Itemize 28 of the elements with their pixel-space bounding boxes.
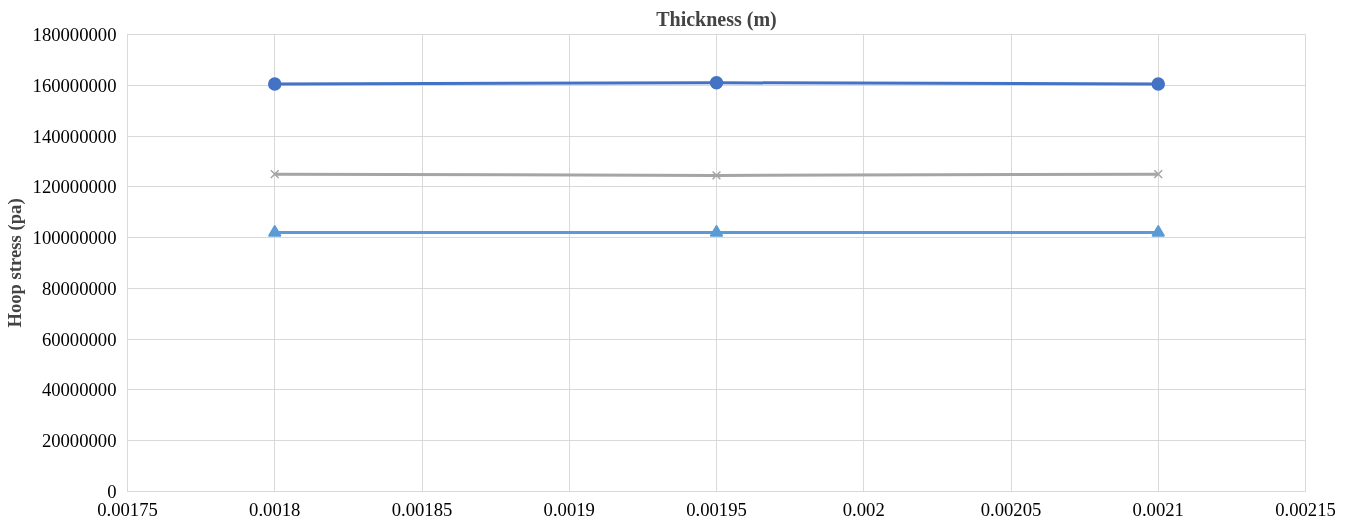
point (268, 224, 282, 237)
x-tick-label: 0.002 (842, 498, 885, 520)
point (1151, 224, 1165, 237)
y-tick-label: 40000000 (41, 379, 117, 401)
point (709, 224, 724, 237)
point (709, 76, 724, 90)
y-tick-label: 60000000 (41, 328, 117, 350)
x-tick-label: 0.00215 (1275, 498, 1336, 520)
point (268, 77, 282, 91)
point (711, 170, 722, 181)
y-tick-label: 160000000 (32, 74, 117, 96)
y-tick-label: 100000000 (32, 227, 117, 249)
x-tick-label: 0.0021 (1132, 498, 1184, 520)
y-tick-label: 20000000 (41, 430, 117, 452)
y-axis-title: Hoop stress (pa) (3, 198, 26, 328)
chart-title: Thickness (m) (656, 7, 777, 31)
x-tick-label: 0.00205 (980, 498, 1042, 520)
y-tick-label: 80000000 (41, 277, 117, 299)
x-tick-label: 0.0018 (249, 498, 301, 520)
point (270, 169, 280, 179)
y-tick-label: 120000000 (32, 176, 117, 198)
point (1153, 169, 1163, 179)
y-tick-label: 180000000 (32, 24, 117, 45)
x-tick-label: 0.00195 (686, 498, 747, 520)
x-tick-label: 0.0019 (543, 498, 595, 520)
point (1151, 77, 1165, 91)
x-tick-label: 0.00185 (391, 498, 453, 520)
y-tick-label: 140000000 (32, 125, 117, 147)
